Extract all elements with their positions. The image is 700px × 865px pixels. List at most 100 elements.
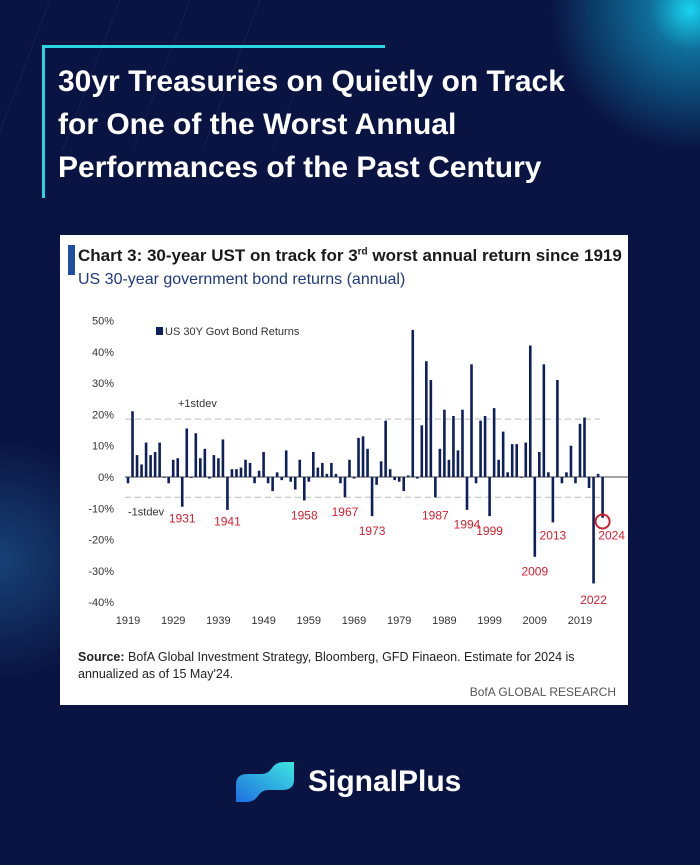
- annotation-label: 1941: [214, 515, 241, 529]
- y-tick-label: 50%: [92, 316, 114, 328]
- y-tick-label: 20%: [92, 409, 114, 421]
- bar-1973: [370, 477, 374, 517]
- bar-1961: [316, 467, 320, 477]
- y-tick-label: -10%: [88, 503, 114, 515]
- annotation-label: 2022: [580, 593, 607, 607]
- bar-1953: [280, 477, 283, 481]
- annotation-label: 1994: [454, 518, 481, 532]
- bar-1943: [235, 469, 238, 477]
- bar-1954: [284, 450, 288, 477]
- bar-1927: [162, 477, 166, 478]
- bar-2006: [519, 477, 523, 478]
- bar-2014: [556, 379, 559, 477]
- bar-1978: [393, 477, 396, 481]
- bar-1977: [388, 469, 392, 477]
- signalplus-logo-icon: [236, 762, 294, 802]
- bar-1995: [470, 364, 473, 477]
- bar-2009: [533, 477, 537, 557]
- chart-title-text-end: worst annual return since 1919: [367, 246, 622, 265]
- bar-1928: [167, 477, 170, 484]
- bar-1999: [488, 477, 491, 517]
- bar-1951: [271, 477, 274, 492]
- bar-1974: [375, 477, 378, 485]
- x-tick-label: 1939: [206, 615, 230, 627]
- bar-1924: [149, 455, 152, 477]
- annotation-label: 1973: [359, 524, 386, 538]
- y-tick-label: -30%: [88, 566, 114, 578]
- bar-2010: [538, 451, 541, 477]
- x-tick-label: 2009: [523, 615, 547, 627]
- bar-1988: [438, 448, 442, 477]
- y-tick-label: 30%: [92, 378, 114, 390]
- bar-1968: [348, 459, 351, 477]
- bar-1921: [135, 455, 139, 477]
- bar-1998: [483, 415, 487, 477]
- bar-1987: [434, 477, 437, 498]
- bar-2003: [506, 472, 509, 477]
- x-tick-label: 2019: [568, 615, 592, 627]
- bar-1982: [411, 329, 415, 477]
- bar-2008: [528, 345, 532, 477]
- bar-2019: [578, 423, 582, 477]
- reference-line-label: +1stdev: [178, 398, 217, 410]
- bar-1990: [447, 459, 451, 477]
- headline: 30yr Treasuries on Quietly on Track for …: [58, 60, 658, 189]
- bar-1970: [357, 437, 360, 477]
- bar-1986: [429, 379, 433, 477]
- bar-1965: [334, 473, 338, 477]
- bar-1966: [339, 477, 342, 484]
- bar-2002: [501, 431, 505, 477]
- decorative-line: [132, 0, 191, 150]
- legend-label: US 30Y Govt Bond Returns: [165, 326, 300, 338]
- bar-2011: [542, 364, 546, 477]
- chart-title-text: Chart 3: 30-year UST on track for 3: [78, 246, 358, 265]
- bar-1938: [212, 455, 216, 477]
- bar-1989: [443, 409, 446, 477]
- bar-1958: [302, 477, 306, 501]
- bar-1929: [171, 459, 175, 477]
- x-tick-label: 1979: [387, 615, 411, 627]
- bar-1980: [402, 477, 406, 492]
- annotation-label: 2009: [521, 565, 548, 579]
- bar-1936: [203, 448, 207, 477]
- bar-2017: [569, 445, 573, 477]
- bar-2018: [574, 477, 577, 484]
- bar-1922: [140, 464, 143, 477]
- bar-1962: [321, 462, 324, 477]
- legend-swatch: [156, 327, 163, 335]
- source-label: Source:: [78, 650, 125, 664]
- bar-2015: [560, 477, 564, 484]
- bar-1947: [253, 477, 256, 484]
- bar-1972: [366, 448, 369, 477]
- bar-1964: [330, 462, 333, 477]
- x-tick-label: 1919: [116, 615, 140, 627]
- bar-1940: [221, 439, 225, 477]
- bar-1975: [379, 461, 383, 477]
- signalplus-logo: SignalPlus: [234, 760, 461, 804]
- headline-line: for One of the Worst Annual: [58, 108, 457, 141]
- bar-1996: [474, 477, 478, 484]
- chart-brand: BofA GLOBAL RESEARCH: [469, 685, 616, 699]
- bar-1946: [248, 462, 252, 477]
- headline-line: Performances of the Past Century: [58, 151, 542, 184]
- bar-1945: [244, 459, 247, 477]
- bar-1939: [217, 458, 220, 477]
- y-tick-label: -40%: [88, 597, 114, 609]
- bar-1926: [158, 442, 161, 477]
- bar-1963: [325, 473, 329, 477]
- bar-1944: [239, 467, 243, 477]
- x-tick-label: 1949: [251, 615, 275, 627]
- bar-1941: [226, 477, 229, 510]
- bar-1955: [289, 477, 293, 482]
- bar-1993: [461, 409, 464, 477]
- bar-1937: [208, 477, 211, 479]
- background-diagonal-lines: [0, 0, 300, 150]
- bar-1933: [189, 477, 193, 478]
- bar-2024: [601, 477, 604, 518]
- bar-1969: [352, 477, 356, 479]
- bar-2020: [583, 417, 586, 477]
- annotation-label: 1967: [332, 505, 359, 519]
- y-tick-label: 40%: [92, 347, 114, 359]
- bar-1932: [185, 428, 189, 477]
